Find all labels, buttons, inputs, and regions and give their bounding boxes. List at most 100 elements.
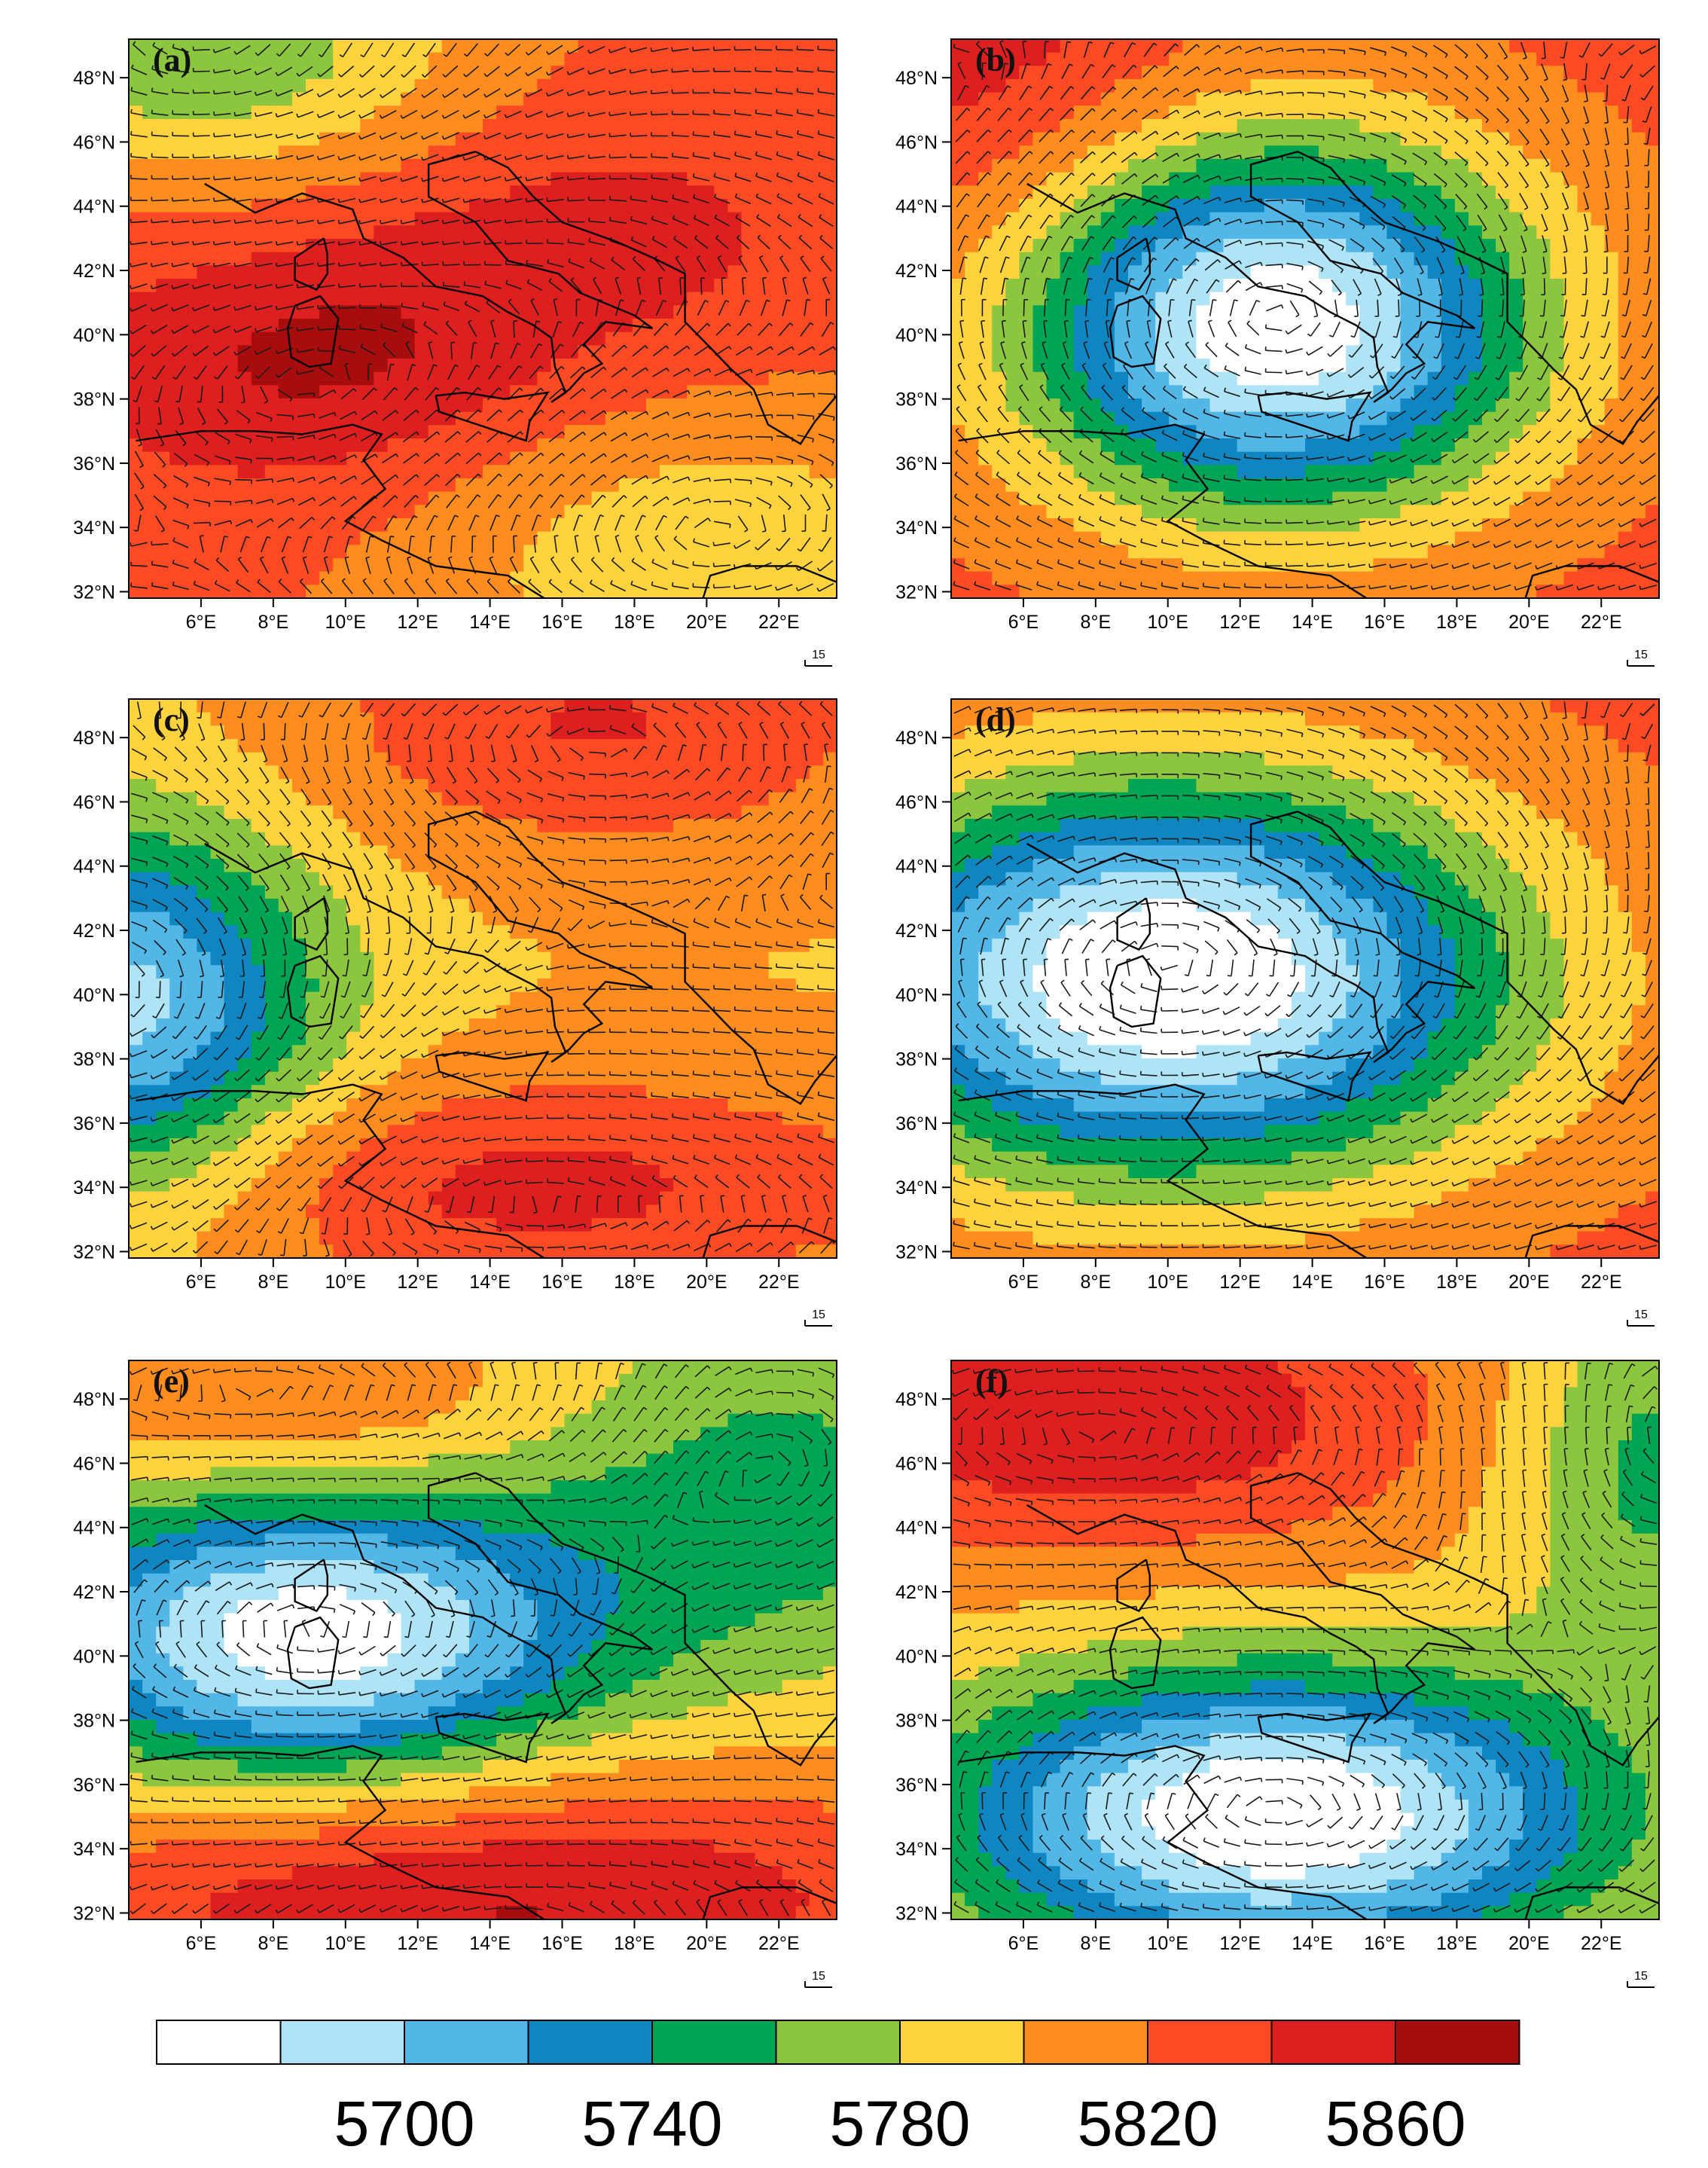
wind-barb	[131, 1050, 148, 1058]
wind-barb	[153, 474, 167, 486]
wind-barb-flag	[130, 1095, 132, 1100]
wind-barb	[450, 916, 453, 933]
wind-barb	[1537, 496, 1552, 506]
wind-barb-flag	[1026, 256, 1031, 259]
wind-barb-flag	[224, 780, 229, 783]
wind-barb	[672, 156, 689, 159]
wind-barb-flag	[286, 844, 291, 848]
wind-barb	[570, 494, 582, 508]
wind-barb-flag	[525, 72, 529, 77]
wind-barb	[651, 1073, 669, 1077]
wind-barb	[364, 874, 373, 890]
wind-barb	[1244, 543, 1261, 545]
wind-barb	[405, 874, 414, 890]
wind-barb-flag	[212, 240, 215, 246]
wind-barb	[507, 940, 521, 952]
wind-barb-flag	[736, 234, 740, 239]
wind-barb-flag	[1485, 119, 1490, 124]
wind-barb	[611, 389, 626, 399]
wind-barb-flag	[1281, 47, 1284, 52]
wind-barb	[422, 176, 439, 182]
wind-barb-flag	[807, 873, 812, 876]
wind-barb-flag	[1176, 195, 1179, 200]
wind-barb	[154, 515, 166, 530]
wind-barb	[279, 810, 291, 825]
wind-barb	[131, 1028, 147, 1037]
wind-barb	[776, 392, 793, 395]
wind-barb-flag	[215, 557, 220, 561]
wind-barb-flag	[1322, 158, 1325, 163]
wind-barb	[1328, 499, 1345, 504]
wind-barb	[297, 306, 315, 310]
wind-barb-flag	[1451, 564, 1454, 569]
wind-barb-flag	[1140, 516, 1143, 521]
wind-barb-flag	[483, 93, 487, 98]
wind-barb	[1500, 321, 1505, 338]
wind-barb-flag	[776, 1112, 779, 1117]
wind-barb	[1142, 173, 1157, 185]
wind-barb	[276, 457, 294, 460]
wind-barb-flag	[246, 801, 250, 805]
wind-barb-flag	[450, 910, 454, 913]
wind-barb	[736, 704, 750, 716]
wind-barb	[490, 744, 496, 762]
wind-barb-flag	[278, 579, 282, 582]
wind-barb-flag	[1176, 174, 1179, 179]
wind-barb	[1162, 174, 1178, 184]
wind-barb-flag	[1029, 151, 1033, 154]
wind-barb	[1245, 261, 1261, 268]
wind-barb	[1453, 497, 1469, 506]
wind-barb-flag	[337, 241, 340, 246]
wind-barb	[319, 88, 334, 98]
wind-barb-flag	[401, 261, 403, 266]
wind-barb	[1620, 496, 1636, 506]
height-field	[129, 699, 837, 1258]
wind-barb	[133, 44, 146, 56]
wind-barb	[387, 744, 391, 762]
wind-barb	[819, 217, 834, 227]
wind-barb	[465, 789, 480, 802]
wind-barb	[819, 453, 834, 463]
wind-barb-flag	[727, 322, 731, 327]
wind-barb-flag	[354, 433, 358, 438]
wind-barb-flag	[666, 475, 669, 481]
wind-barb	[1390, 68, 1407, 75]
wind-barb	[1019, 85, 1029, 101]
wind-barb-flag	[581, 906, 585, 911]
wind-barb	[1474, 562, 1490, 569]
wind-barb	[1162, 195, 1177, 206]
wind-barb-flag	[755, 193, 759, 197]
wind-barb-flag	[1383, 160, 1386, 165]
wind-barb-flag	[441, 1031, 445, 1037]
wind-barb-flag	[548, 278, 552, 282]
wind-barb	[1536, 584, 1553, 591]
wind-barb	[508, 494, 520, 508]
wind-barb-flag	[165, 884, 169, 889]
wind-barb	[1203, 66, 1219, 76]
wind-barb-flag	[1091, 194, 1096, 197]
wind-barb-flag	[1444, 183, 1447, 188]
wind-barb-flag	[734, 1113, 737, 1117]
wind-barb	[1123, 257, 1133, 273]
wind-barb	[676, 300, 685, 316]
wind-barb	[422, 197, 439, 203]
wind-barb	[977, 193, 988, 208]
wind-barb-flag	[1025, 277, 1029, 280]
wind-barb	[343, 981, 351, 997]
wind-barb-flag	[505, 1051, 507, 1055]
wind-barb	[1390, 520, 1408, 526]
wind-barb	[721, 278, 724, 295]
wind-barb	[1307, 346, 1323, 356]
wind-barb	[303, 744, 309, 762]
wind-barb-flag	[1234, 299, 1238, 302]
wind-barb-flag	[1046, 277, 1051, 280]
wind-barb-flag	[358, 1076, 362, 1081]
wind-barb-flag	[1048, 256, 1052, 259]
wind-barb-flag	[1514, 586, 1517, 591]
wind-barb	[1501, 278, 1505, 295]
wind-barb	[1020, 343, 1027, 359]
wind-barb	[547, 89, 564, 97]
wind-barb-flag	[255, 52, 259, 56]
wind-barb-flag	[1342, 224, 1345, 229]
wind-barb-flag	[1218, 154, 1222, 159]
